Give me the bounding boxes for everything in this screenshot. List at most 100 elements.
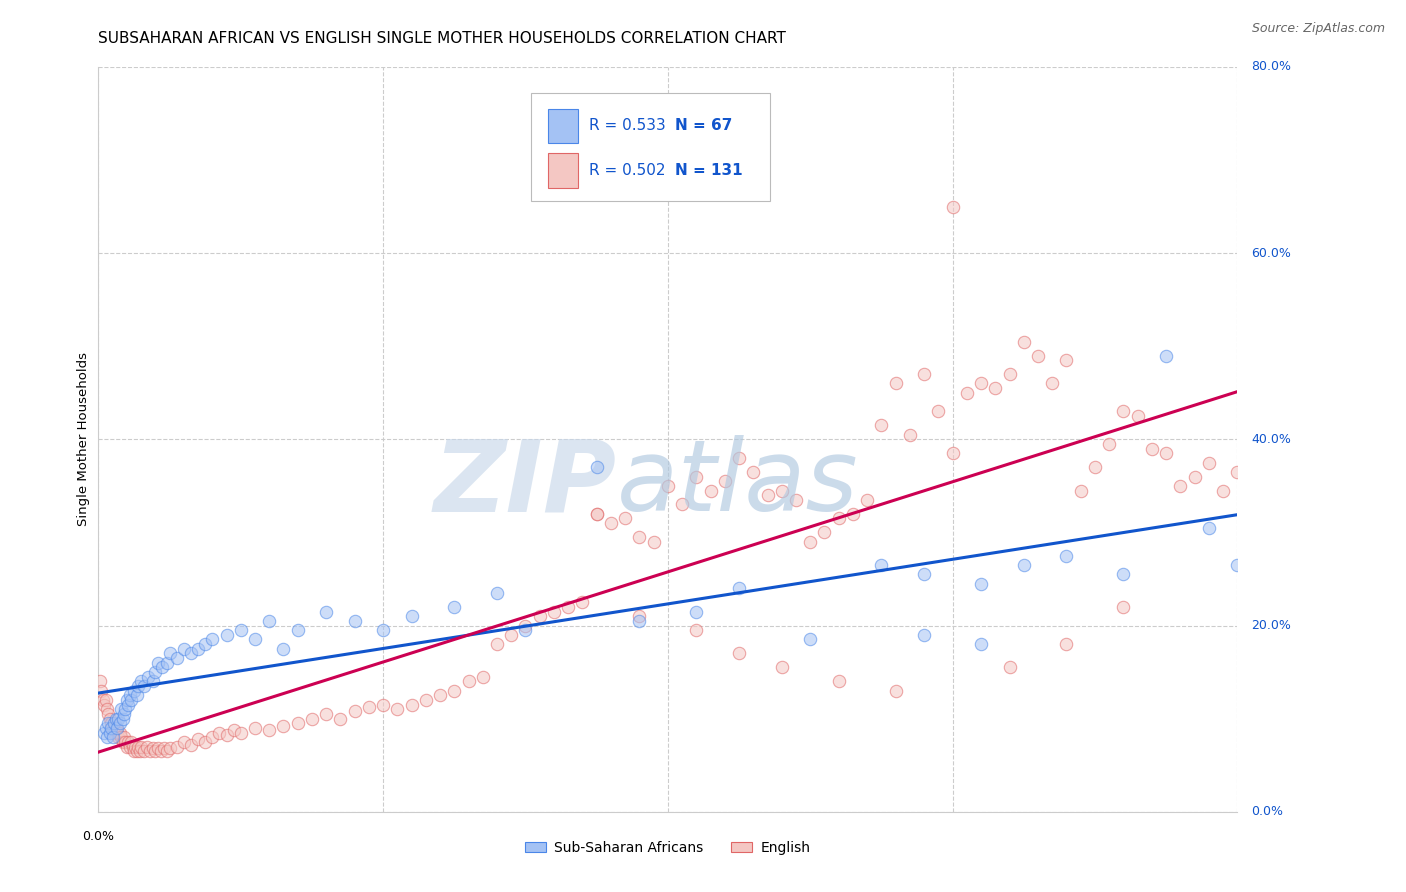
Point (98, 725, 121, 739)
Point (799, 534, 821, 549)
Point (215, 728, 238, 742)
Point (103, 716, 125, 731)
Point (301, 712, 323, 726)
Point (728, 647, 751, 661)
Point (956, 385, 979, 400)
FancyBboxPatch shape (548, 153, 578, 187)
Point (415, 693, 437, 707)
Point (96, 702, 118, 716)
Point (471, 670, 494, 684)
Point (685, 469, 707, 483)
Point (148, 741, 170, 756)
Point (120, 735, 142, 749)
Point (243, 632, 266, 647)
Point (91, 693, 114, 707)
Point (187, 732, 209, 747)
Point (685, 605, 707, 619)
Point (1154, 349, 1177, 363)
Point (111, 712, 134, 726)
Point (401, 609, 423, 624)
Point (984, 381, 1007, 395)
Point (118, 739, 141, 754)
Point (486, 637, 509, 651)
Point (100, 721, 122, 735)
Text: atlas: atlas (617, 435, 858, 533)
Point (842, 507, 865, 521)
Point (125, 744, 148, 758)
Point (107, 730, 129, 744)
Point (643, 534, 665, 549)
Point (110, 730, 132, 744)
Point (136, 670, 159, 684)
Point (107, 712, 129, 726)
Point (187, 641, 209, 656)
Point (122, 744, 145, 758)
Point (112, 730, 135, 744)
Point (970, 637, 993, 651)
Point (93, 725, 115, 739)
Point (585, 507, 607, 521)
Point (543, 605, 565, 619)
Point (728, 450, 751, 465)
Point (124, 739, 146, 754)
Point (115, 693, 138, 707)
Text: R = 0.502: R = 0.502 (589, 163, 666, 178)
Point (1112, 404, 1135, 418)
Point (201, 730, 224, 744)
Point (1126, 409, 1149, 423)
Point (998, 367, 1021, 381)
Text: R = 0.533: R = 0.533 (589, 119, 666, 133)
Point (105, 725, 128, 739)
Point (557, 599, 579, 614)
FancyBboxPatch shape (548, 109, 578, 143)
Point (138, 744, 160, 758)
Point (1112, 567, 1135, 582)
Point (1070, 483, 1092, 498)
Point (357, 700, 380, 714)
Point (927, 404, 949, 418)
Point (159, 647, 181, 661)
Point (273, 641, 295, 656)
Point (714, 474, 737, 488)
Point (501, 628, 523, 642)
Point (127, 739, 149, 754)
Point (152, 660, 174, 674)
Point (273, 719, 295, 733)
Point (728, 582, 751, 596)
Point (194, 637, 217, 651)
Point (1198, 456, 1220, 470)
Point (259, 614, 281, 628)
Point (141, 674, 163, 689)
Point (94, 693, 117, 707)
Point (153, 741, 176, 756)
Text: Source: ZipAtlas.com: Source: ZipAtlas.com (1251, 22, 1385, 36)
FancyBboxPatch shape (531, 93, 770, 201)
Point (104, 712, 127, 726)
Point (1012, 558, 1035, 572)
Point (145, 744, 167, 758)
Point (208, 725, 231, 739)
Point (135, 739, 157, 754)
Point (166, 651, 188, 665)
Point (100, 716, 122, 731)
Text: N = 131: N = 131 (675, 163, 742, 178)
Point (128, 744, 150, 758)
Point (1098, 437, 1121, 451)
Point (912, 567, 935, 582)
Point (1084, 460, 1107, 475)
Point (870, 418, 893, 433)
Point (443, 683, 465, 698)
Point (1140, 442, 1163, 456)
Point (870, 558, 893, 572)
Point (159, 741, 181, 756)
Point (101, 730, 124, 744)
Point (141, 741, 163, 756)
Point (148, 656, 170, 670)
Point (685, 623, 707, 637)
Point (215, 628, 238, 642)
Point (108, 716, 131, 731)
Point (785, 492, 807, 507)
Point (103, 725, 125, 739)
Point (315, 605, 337, 619)
Point (111, 735, 134, 749)
